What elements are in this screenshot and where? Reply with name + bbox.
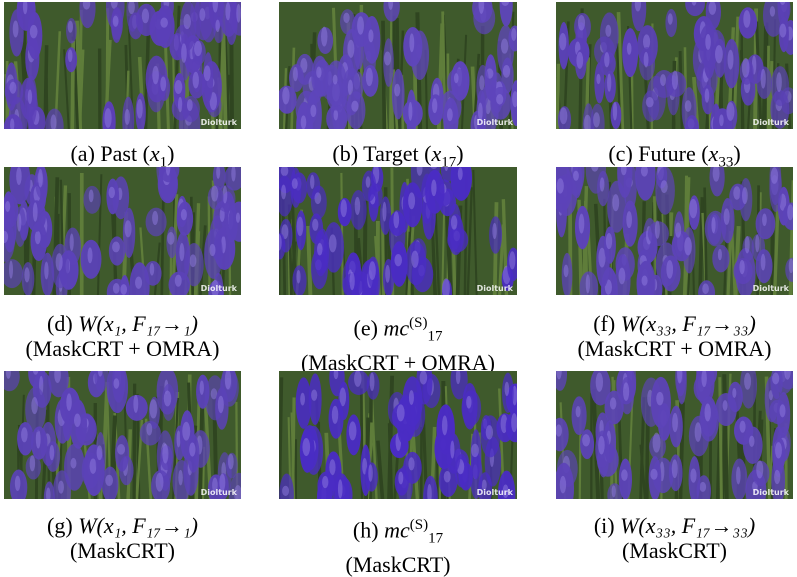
watermark: Diolturk <box>201 284 237 293</box>
caption-math: W <box>620 513 638 538</box>
panel-image-d: Diolturk <box>4 167 241 295</box>
caption-math: W <box>621 311 639 336</box>
caption-prefix: (a) Past <box>70 141 142 166</box>
watermark: Diolturk <box>201 488 237 497</box>
caption-prefix: (h) <box>353 517 384 542</box>
watermark: Diolturk <box>477 488 513 497</box>
panel-caption-h: (h) mc(S)17(MaskCRT) <box>268 513 528 577</box>
caption-line-1: (g) W(x₁, F₁₇→₁) <box>0 513 253 538</box>
caption-method: (MaskCRT + OMRA) <box>0 336 253 361</box>
watermark: Diolturk <box>753 488 789 497</box>
panel-caption-e: (e) mc(S)17(MaskCRT + OMRA) <box>268 311 528 375</box>
caption-sub: 17 <box>428 531 443 547</box>
panel-image-i: Diolturk <box>556 371 793 499</box>
caption-line-1: (e) mc(S)17 <box>268 311 528 350</box>
panel-caption-i: (i) W(x₃₃, F₁₇→₃₃)(MaskCRT) <box>545 513 797 563</box>
caption-prefix: (d) <box>47 311 78 336</box>
caption-args: (x₃₃, F₁₇→₃₃) <box>638 513 755 538</box>
caption-line-1: (f) W(x₃₃, F₁₇→₃₃) <box>545 311 797 336</box>
caption-sub: 17 <box>427 329 442 345</box>
caption-math: W <box>78 311 96 336</box>
panel-image-f: Diolturk <box>556 167 793 295</box>
caption-line-1: (i) W(x₃₃, F₁₇→₃₃) <box>545 513 797 538</box>
caption-line-1: (d) W(x₁, F₁₇→₁) <box>0 311 253 336</box>
panel-image-b: Diolturk <box>279 2 517 129</box>
panel-image-e: Diolturk <box>279 167 517 295</box>
caption-math: x <box>709 141 719 166</box>
caption-math: x <box>431 141 441 166</box>
panel-image-g: Diolturk <box>4 371 241 499</box>
watermark: Diolturk <box>753 284 789 293</box>
caption-prefix: (c) Future <box>608 141 701 166</box>
panel-caption-d: (d) W(x₁, F₁₇→₁)(MaskCRT + OMRA) <box>0 311 253 361</box>
caption-sup: (S) <box>410 517 428 533</box>
watermark: Diolturk <box>201 118 237 127</box>
caption-prefix: (f) <box>593 311 620 336</box>
panel-caption-f: (f) W(x₃₃, F₁₇→₃₃)(MaskCRT + OMRA) <box>545 311 797 361</box>
caption-args: (x₁, F₁₇→₁) <box>97 513 198 538</box>
watermark: Diolturk <box>477 118 513 127</box>
caption-args: (x₃₃, F₁₇→₃₃) <box>639 311 756 336</box>
caption-line-1: (h) mc(S)17 <box>268 513 528 552</box>
caption-prefix: (e) <box>354 315 384 340</box>
caption-prefix: (i) <box>594 513 620 538</box>
caption-math: x <box>150 141 160 166</box>
caption-prefix: (b) Target <box>332 141 424 166</box>
caption-method: (MaskCRT) <box>268 552 528 577</box>
caption-math: mc <box>383 315 409 340</box>
panel-image-c: Diolturk <box>556 2 793 129</box>
caption-method: (MaskCRT) <box>0 538 253 563</box>
panel-image-h: Diolturk <box>279 371 517 499</box>
caption-args: (x₁, F₁₇→₁) <box>97 311 198 336</box>
watermark: Diolturk <box>477 284 513 293</box>
caption-method: (MaskCRT) <box>545 538 797 563</box>
caption-sup: (S) <box>409 315 427 331</box>
panel-image-a: Diolturk <box>4 2 241 129</box>
panel-caption-g: (g) W(x₁, F₁₇→₁)(MaskCRT) <box>0 513 253 563</box>
caption-math: W <box>78 513 96 538</box>
watermark: Diolturk <box>753 118 789 127</box>
caption-math: mc <box>384 517 410 542</box>
caption-prefix: (g) <box>47 513 78 538</box>
caption-method: (MaskCRT + OMRA) <box>545 336 797 361</box>
